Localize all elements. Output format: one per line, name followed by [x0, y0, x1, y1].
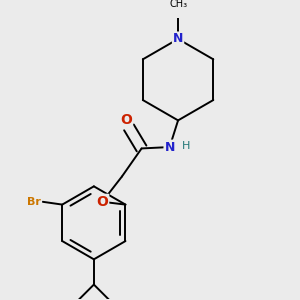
Text: O: O [96, 195, 108, 209]
Text: N: N [173, 32, 183, 46]
Text: N: N [164, 140, 175, 154]
Text: O: O [120, 113, 132, 128]
Text: Br: Br [27, 197, 41, 207]
Text: CH₃: CH₃ [169, 0, 187, 9]
Text: H: H [182, 141, 191, 151]
